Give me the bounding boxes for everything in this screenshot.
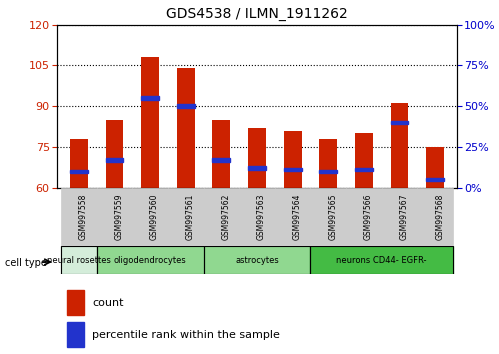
- Bar: [426, 147, 444, 188]
- Bar: [97, 246, 204, 274]
- Bar: [67, 322, 84, 347]
- Bar: [426, 178, 444, 181]
- Bar: [310, 246, 453, 274]
- Bar: [391, 103, 409, 188]
- Text: astrocytes: astrocytes: [235, 256, 279, 265]
- Text: oligodendrocytes: oligodendrocytes: [114, 256, 187, 265]
- Text: GSM997559: GSM997559: [114, 194, 123, 240]
- Bar: [319, 139, 337, 188]
- Text: percentile rank within the sample: percentile rank within the sample: [92, 330, 280, 340]
- Text: GSM997565: GSM997565: [328, 194, 337, 240]
- Text: count: count: [92, 298, 124, 308]
- Bar: [105, 120, 123, 188]
- Bar: [204, 246, 310, 274]
- Bar: [284, 131, 301, 188]
- Bar: [417, 188, 453, 246]
- Bar: [248, 128, 266, 188]
- Bar: [248, 166, 266, 170]
- Bar: [61, 246, 97, 274]
- Title: GDS4538 / ILMN_1911262: GDS4538 / ILMN_1911262: [166, 7, 348, 21]
- Bar: [70, 170, 88, 173]
- Bar: [319, 170, 337, 173]
- Bar: [97, 246, 204, 274]
- Bar: [97, 188, 132, 246]
- Text: GSM997563: GSM997563: [257, 194, 266, 240]
- Text: cell type: cell type: [5, 258, 47, 268]
- Text: neurons CD44- EGFR-: neurons CD44- EGFR-: [336, 256, 427, 265]
- Text: GSM997560: GSM997560: [150, 194, 159, 240]
- Bar: [355, 133, 373, 188]
- Bar: [61, 188, 97, 246]
- Bar: [204, 188, 239, 246]
- Bar: [391, 121, 409, 124]
- Bar: [141, 96, 159, 100]
- Text: GSM997567: GSM997567: [400, 194, 409, 240]
- Text: GSM997558: GSM997558: [79, 194, 88, 240]
- Bar: [177, 104, 195, 108]
- Bar: [284, 168, 301, 171]
- Text: GSM997562: GSM997562: [222, 194, 231, 240]
- Bar: [213, 120, 230, 188]
- Bar: [177, 68, 195, 188]
- Bar: [239, 188, 275, 246]
- Bar: [61, 246, 97, 274]
- Bar: [275, 188, 310, 246]
- Text: GSM997561: GSM997561: [186, 194, 195, 240]
- Bar: [67, 290, 84, 315]
- Bar: [168, 188, 204, 246]
- Bar: [204, 246, 310, 274]
- Bar: [346, 188, 382, 246]
- Bar: [310, 188, 346, 246]
- Text: GSM997566: GSM997566: [364, 194, 373, 240]
- Bar: [70, 139, 88, 188]
- Bar: [310, 246, 453, 274]
- Bar: [355, 168, 373, 171]
- Bar: [141, 57, 159, 188]
- Text: neural rosettes: neural rosettes: [47, 256, 111, 265]
- Bar: [105, 158, 123, 162]
- Text: GSM997568: GSM997568: [435, 194, 444, 240]
- Bar: [132, 188, 168, 246]
- Bar: [382, 188, 417, 246]
- Bar: [213, 158, 230, 162]
- Text: GSM997564: GSM997564: [292, 194, 301, 240]
